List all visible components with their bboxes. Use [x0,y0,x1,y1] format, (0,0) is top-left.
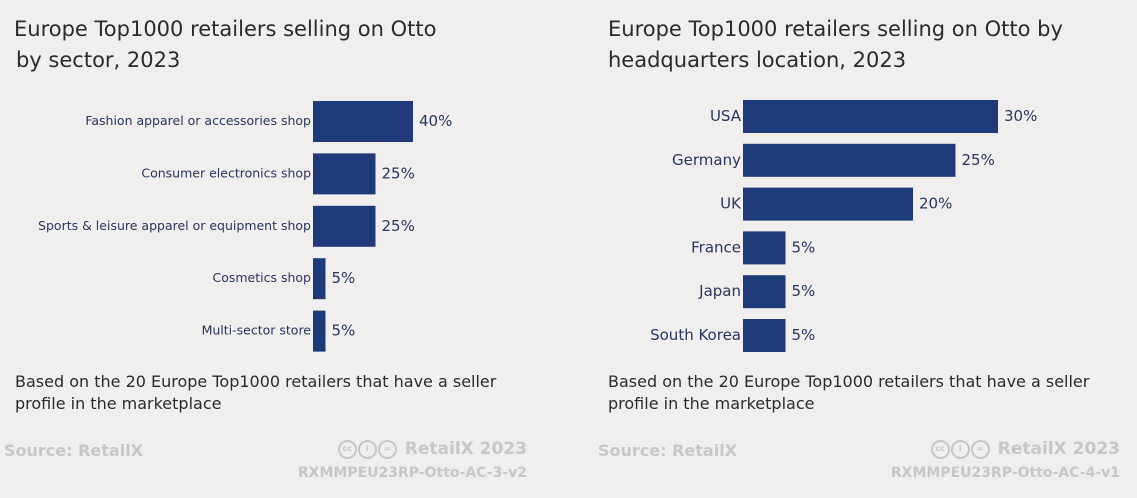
category-label: Consumer electronics shop [141,165,311,180]
bar [743,275,786,309]
sector-bar-chart: Fashion apparel or accessories shop 40% Co… [38,101,452,352]
value-label: 25% [382,164,415,182]
bar [313,258,326,300]
value-label: 25% [382,217,415,235]
bar [313,101,413,142]
category-label: South Korea [650,326,741,344]
category-label: USA [710,107,742,125]
chart-title-line-1: Europe Top1000 retailers selling on Otto [14,17,437,41]
category-label: Japan [698,282,741,300]
chart-title-line-1: Europe Top1000 retailers selling on Otto… [608,17,1063,41]
source-label: Source: RetailX [4,441,144,460]
bar [743,319,786,352]
brand-text: RetailX 2023 [997,439,1120,459]
bar [313,205,376,247]
source-label: Source: RetailX [598,441,738,460]
chart-note: Based on the 20 Europe Top1000 retailers… [15,372,497,413]
value-label: 5% [792,282,816,300]
creative-commons-icon: cc i = [930,439,990,459]
bar [743,231,786,265]
brand-label: cc i = RetailX 2023 [930,439,1120,459]
sector-chart-panel: Europe Top1000 retailers selling on Otto… [0,0,560,498]
value-label: 40% [419,112,452,130]
value-label: 5% [332,269,356,287]
category-label: Multi-sector store [202,323,312,338]
category-label: Sports & leisure apparel or equipment sh… [38,218,311,233]
category-label: Cosmetics shop [212,270,311,285]
value-label: 30% [1004,107,1037,125]
bar [743,100,998,133]
chart-title-line-2: headquarters location, 2023 [608,48,907,72]
value-label: 5% [332,322,356,340]
location-chart-panel: Europe Top1000 retailers selling on Otto… [594,0,1137,498]
bar [743,187,913,221]
bar [313,153,376,195]
category-label: UK [720,195,742,213]
creative-commons-icon: cc i = [337,439,397,459]
chart-code: RXMMPEU23RP-Otto-AC-4-v1 [890,465,1120,481]
category-label: Fashion apparel or accessories shop [85,113,311,128]
value-label: 5% [792,326,816,344]
bar [313,310,326,352]
value-label: 5% [792,238,816,256]
category-label: Germany [672,151,741,169]
brand-label: cc i = RetailX 2023 [337,439,527,459]
chart-note: Based on the 20 Europe Top1000 retailers… [608,372,1090,413]
chart-title-line-2: by sector, 2023 [16,48,181,72]
chart-code: RXMMPEU23RP-Otto-AC-3-v2 [297,465,527,481]
value-label: 20% [919,195,952,213]
chart-title: Europe Top1000 retailers selling on Otto… [14,14,436,76]
location-bar-chart: USA 30% Germany 25% UK 20% France 5% Japan 5% Sout… [650,100,1037,352]
bar [743,143,956,177]
category-label: France [691,238,741,256]
chart-title: Europe Top1000 retailers selling on Otto… [608,14,1063,76]
brand-text: RetailX 2023 [404,439,527,459]
value-label: 25% [962,151,995,169]
